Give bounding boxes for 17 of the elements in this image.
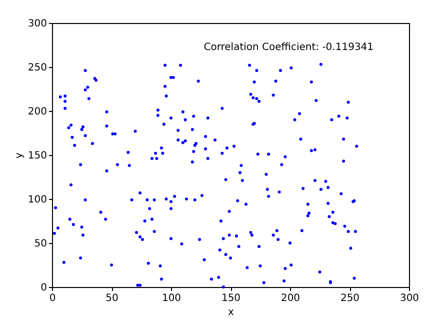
x-tick-label: 100 xyxy=(162,293,182,304)
y-tick-label: 100 xyxy=(28,194,47,206)
y-tick-label: 200 xyxy=(28,106,47,118)
annotation: Correlation Coefficient: -0.119341 xyxy=(204,42,374,53)
x-tick-label: 300 xyxy=(400,293,420,304)
x-tick-label: 250 xyxy=(340,293,360,304)
y-tick-label: 150 xyxy=(28,150,47,162)
y-tick-label: 300 xyxy=(28,18,47,30)
y-axis-title: y xyxy=(14,152,25,158)
x-tick-label: 200 xyxy=(280,293,300,304)
x-tick-label: 150 xyxy=(221,293,241,304)
y-tick-label: 50 xyxy=(34,238,47,250)
x-tick-label: 0 xyxy=(49,293,56,304)
x-axis-title: x xyxy=(228,307,234,318)
y-tick-label: 0 xyxy=(40,282,47,294)
x-tick-label: 50 xyxy=(106,293,118,304)
y-tick-label: 250 xyxy=(28,62,47,74)
